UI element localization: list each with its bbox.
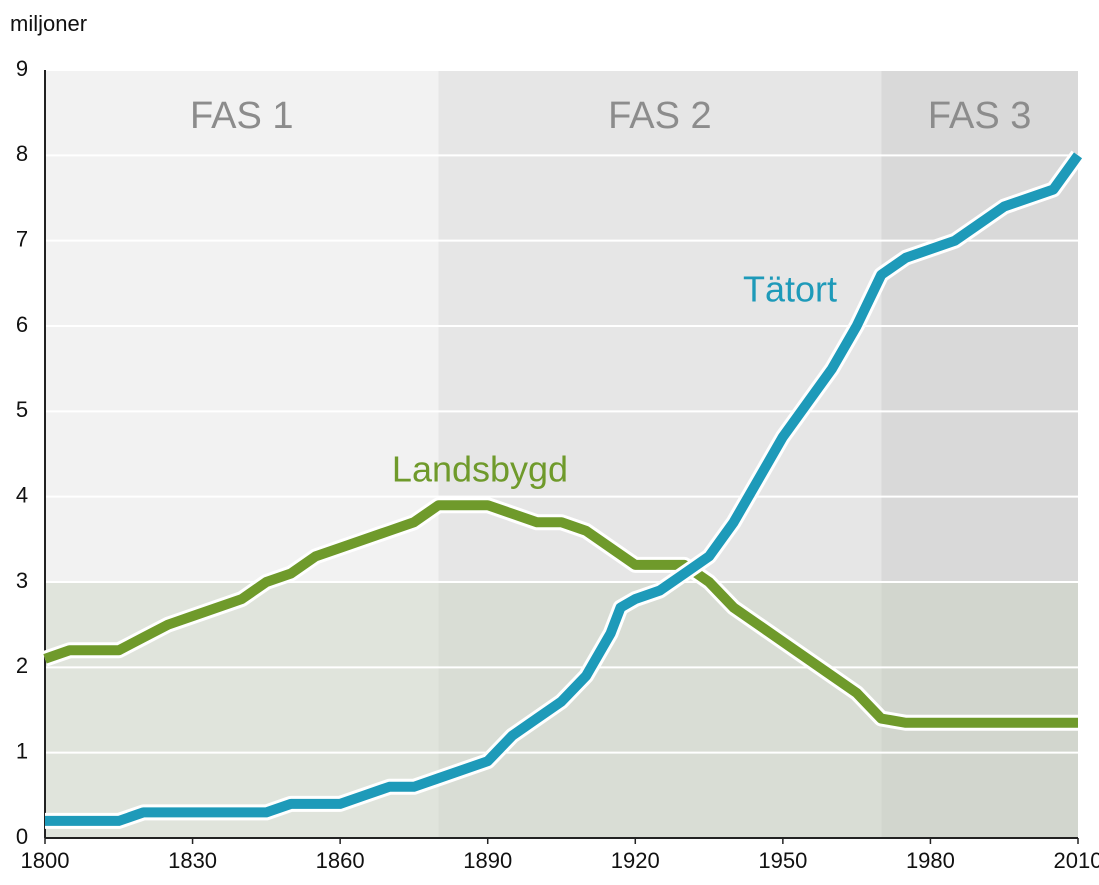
y-tick-label: 9	[16, 56, 28, 81]
y-tick-label: 5	[16, 397, 28, 422]
phase-label: FAS 2	[608, 95, 712, 137]
x-tick-label: 1950	[758, 848, 807, 873]
x-tick-label: 1920	[611, 848, 660, 873]
x-tick-label: 1890	[463, 848, 512, 873]
phase-band	[45, 70, 439, 838]
series-label: Landsbygd	[392, 449, 568, 490]
phase-band	[438, 70, 882, 838]
y-tick-label: 4	[16, 482, 28, 507]
series-label: Tätort	[743, 269, 837, 310]
x-tick-label: 1800	[21, 848, 70, 873]
y-tick-label: 7	[16, 226, 28, 251]
line	[43, 500, 1078, 728]
x-tick-label: 1830	[168, 848, 217, 873]
y-tick-label: 1	[16, 738, 28, 763]
y-tick-label: 2	[16, 653, 28, 678]
x-tick-label: 1860	[316, 848, 365, 873]
x-tick-label: 2010	[1054, 848, 1099, 873]
y-axis-label: miljoner	[10, 11, 87, 36]
y-tick-label: 3	[16, 568, 28, 593]
y-tick-label: 6	[16, 312, 28, 337]
line	[45, 152, 1083, 826]
x-tick-label: 1980	[906, 848, 955, 873]
y-tick-label: 0	[16, 824, 28, 849]
phase-label: FAS 3	[928, 95, 1032, 137]
phase-label: FAS 1	[190, 95, 294, 137]
y-tick-label: 8	[16, 141, 28, 166]
